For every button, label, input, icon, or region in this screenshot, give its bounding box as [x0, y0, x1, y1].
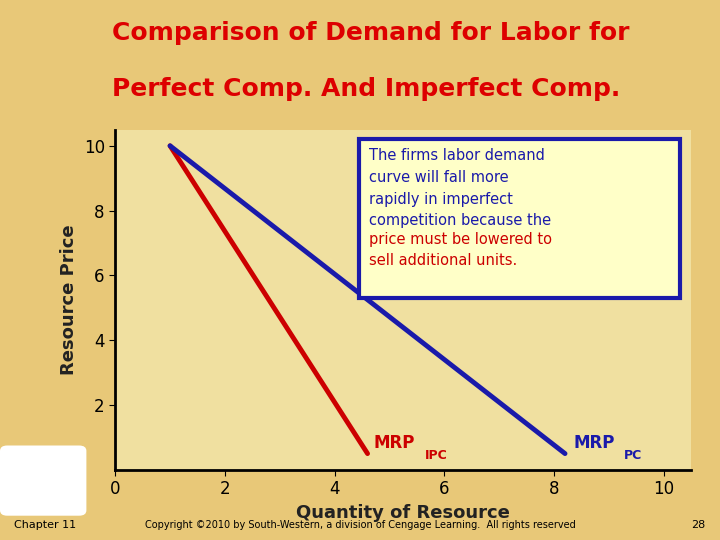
Text: IPC: IPC [425, 449, 448, 462]
Text: PC: PC [624, 449, 642, 462]
Text: 28: 28 [691, 520, 706, 530]
Y-axis label: Resource Price: Resource Price [60, 225, 78, 375]
Text: Chapter 11: Chapter 11 [14, 520, 76, 530]
X-axis label: Quantity of Resource: Quantity of Resource [296, 504, 510, 522]
Text: Copyright ©2010 by South-Western, a division of Cengage Learning.  All rights re: Copyright ©2010 by South-Western, a divi… [145, 520, 575, 530]
Text: Perfect Comp. And Imperfect Comp.: Perfect Comp. And Imperfect Comp. [112, 77, 621, 101]
Text: Comparison of Demand for Labor for: Comparison of Demand for Labor for [112, 21, 630, 45]
Text: MRP: MRP [373, 434, 415, 452]
Text: price must be lowered to
sell additional units.: price must be lowered to sell additional… [369, 232, 552, 268]
FancyBboxPatch shape [359, 139, 680, 298]
Text: MRP: MRP [573, 434, 615, 452]
Text: The firms labor demand
curve will fall more
rapidly in imperfect
competition bec: The firms labor demand curve will fall m… [369, 148, 552, 228]
